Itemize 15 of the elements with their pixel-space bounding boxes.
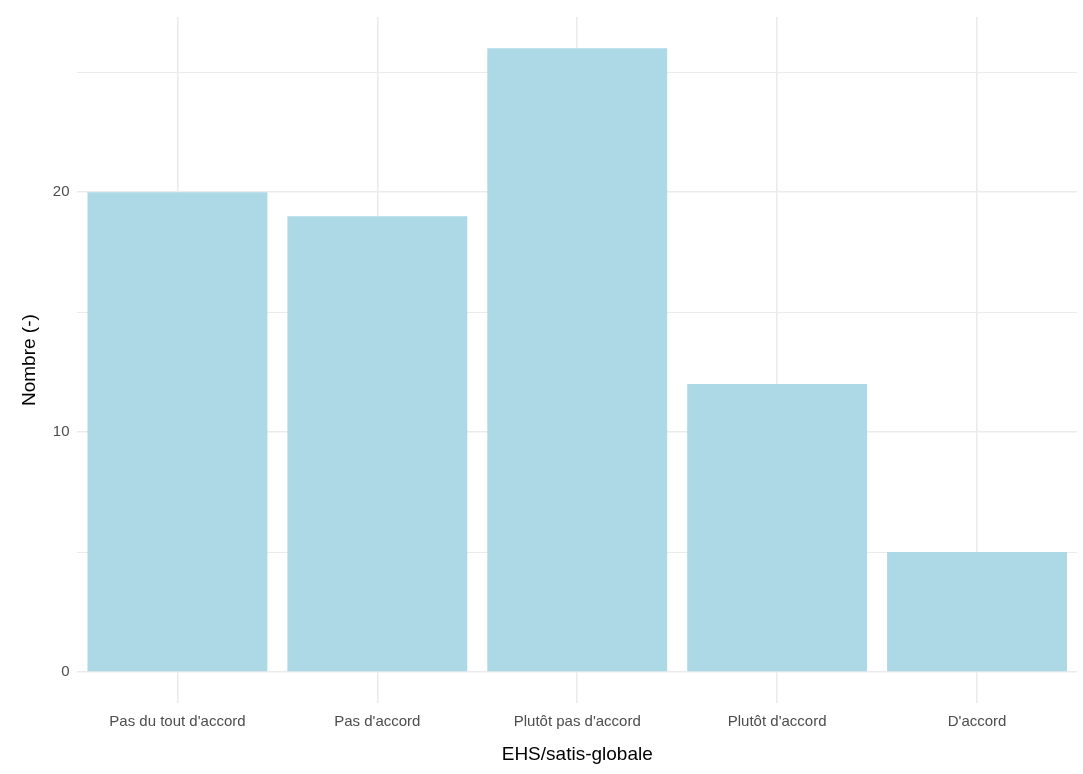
bar (887, 552, 1068, 672)
y-axis-title: Nombre (-) (17, 314, 39, 407)
x-tick-label: Pas du tout d'accord (109, 712, 246, 730)
x-tick-label: D'accord (947, 712, 1007, 730)
x-tick-label: Plutôt d'accord (727, 712, 827, 730)
bar (687, 384, 868, 672)
x-tick-label: Plutôt pas d'accord (513, 712, 641, 730)
bar (87, 192, 268, 672)
x-tick-label: Pas d'accord (334, 712, 421, 730)
bar (287, 216, 468, 672)
y-tick-label: 20 (52, 182, 70, 200)
bar (487, 48, 668, 672)
y-tick-label: 10 (52, 422, 70, 440)
y-tick-label: 0 (61, 662, 70, 680)
x-axis-title: EHS/satis-globale (501, 742, 653, 764)
